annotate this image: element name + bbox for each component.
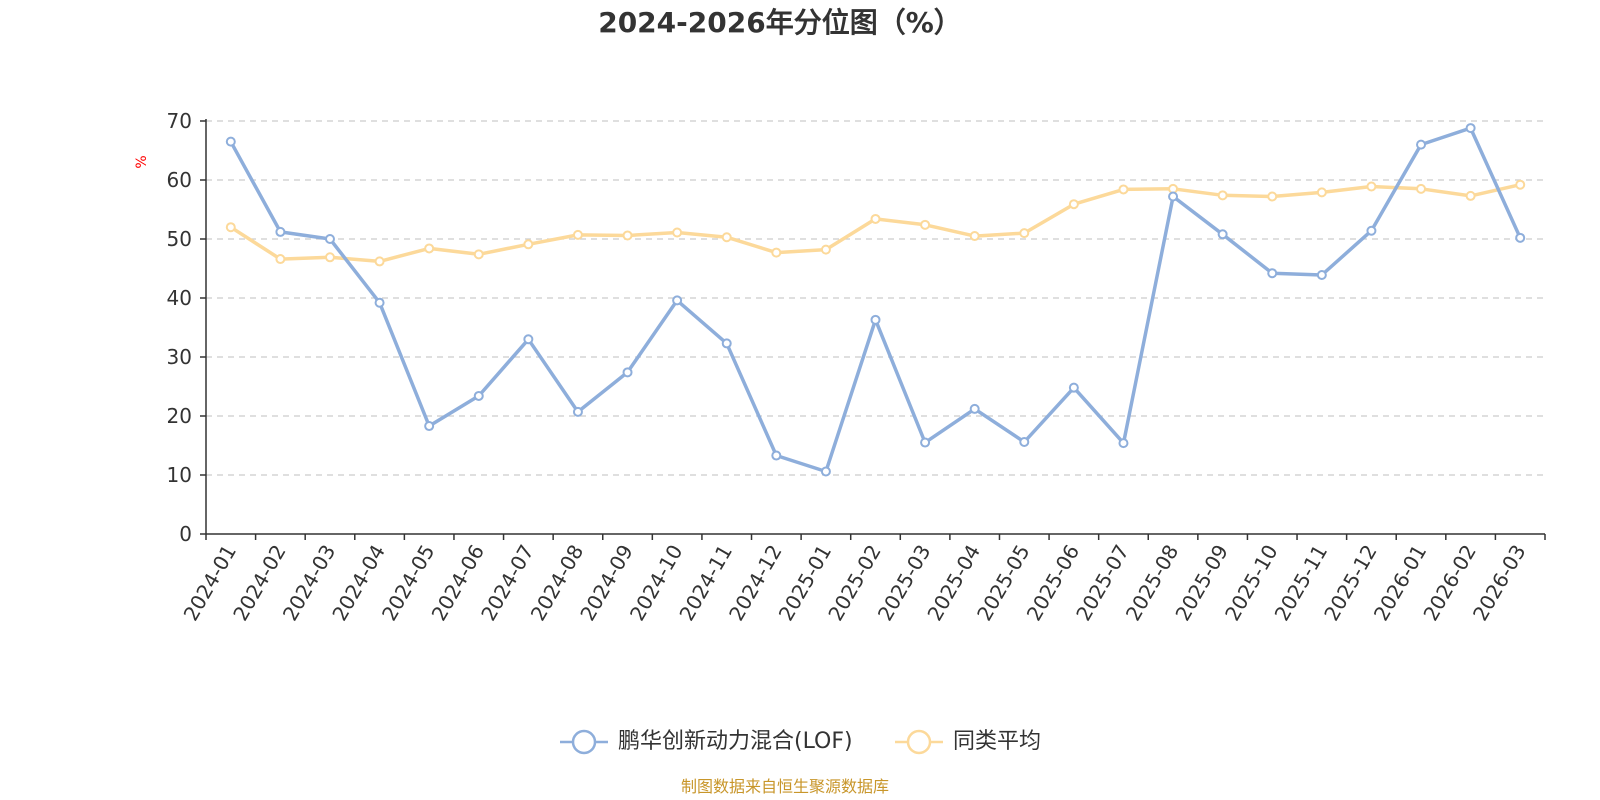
data-point[interactable]: [820, 244, 831, 255]
series-line: [229, 126, 1522, 474]
legend-label: 同类平均: [953, 729, 1041, 754]
y-tick-label: 50: [167, 227, 192, 251]
data-point[interactable]: [523, 334, 534, 345]
series-0: [225, 123, 1526, 477]
data-point[interactable]: [1118, 184, 1129, 195]
data-point[interactable]: [523, 239, 534, 250]
data-point[interactable]: [622, 367, 633, 378]
data-point[interactable]: [1366, 181, 1377, 192]
data-point[interactable]: [1515, 179, 1526, 190]
data-point[interactable]: [920, 437, 931, 448]
legend[interactable]: 鹏华创新动力混合(LOF) 同类平均: [560, 729, 1041, 755]
series-1: [225, 179, 1526, 267]
legend-item-1[interactable]: 同类平均: [895, 729, 1041, 755]
data-point[interactable]: [1316, 187, 1327, 198]
axes: 0102030405060702024-012024-022024-032024…: [167, 109, 1546, 625]
data-point[interactable]: [225, 222, 236, 233]
y-tick-label: 0: [179, 522, 192, 546]
y-tick-label: 10: [167, 463, 192, 487]
data-point[interactable]: [1118, 438, 1129, 449]
legend-marker: [571, 729, 597, 755]
data-point[interactable]: [473, 390, 484, 401]
data-point[interactable]: [1267, 191, 1278, 202]
data-point[interactable]: [275, 226, 286, 237]
chart-title: 2024-2026年分位图（%）: [598, 6, 962, 39]
data-point[interactable]: [920, 219, 931, 230]
y-tick-label: 30: [167, 345, 192, 369]
data-point[interactable]: [721, 232, 732, 243]
data-point[interactable]: [870, 213, 881, 224]
legend-item-0[interactable]: 鹏华创新动力混合(LOF): [560, 729, 853, 755]
data-point[interactable]: [771, 450, 782, 461]
data-point[interactable]: [1267, 268, 1278, 279]
grid-lines: [206, 120, 1545, 476]
data-point[interactable]: [1019, 228, 1030, 239]
data-point[interactable]: [1465, 190, 1476, 201]
data-point[interactable]: [1465, 123, 1476, 134]
data-point[interactable]: [374, 297, 385, 308]
data-point[interactable]: [473, 249, 484, 260]
data-point[interactable]: [572, 406, 583, 417]
y-tick-label: 60: [167, 168, 192, 192]
data-point[interactable]: [1515, 232, 1526, 243]
data-point[interactable]: [324, 234, 335, 244]
data-point[interactable]: [225, 136, 236, 147]
data-point[interactable]: [275, 254, 286, 265]
data-point[interactable]: [1217, 229, 1228, 240]
data-point[interactable]: [771, 247, 782, 258]
data-point[interactable]: [424, 421, 435, 432]
data-point[interactable]: [1019, 436, 1030, 447]
data-point[interactable]: [374, 256, 385, 267]
data-point[interactable]: [572, 229, 583, 240]
y-tick-label: 20: [167, 404, 192, 428]
legend-marker: [906, 729, 932, 755]
data-point[interactable]: [672, 295, 683, 306]
data-point[interactable]: [424, 243, 435, 254]
data-point[interactable]: [1168, 191, 1179, 202]
y-axis-label: %: [134, 155, 150, 168]
data-point[interactable]: [969, 403, 980, 414]
y-tick-label: 70: [167, 109, 192, 133]
y-tick-label: 40: [167, 286, 192, 310]
data-point[interactable]: [870, 314, 881, 325]
series-layer: [225, 123, 1526, 477]
data-point[interactable]: [672, 227, 683, 238]
data-point[interactable]: [1217, 190, 1228, 201]
legend-label: 鹏华创新动力混合(LOF): [618, 729, 853, 754]
source-note: 制图数据来自恒生聚源数据库: [681, 777, 889, 796]
data-point[interactable]: [622, 230, 633, 241]
data-point[interactable]: [1416, 183, 1427, 194]
data-point[interactable]: [820, 466, 831, 477]
data-point[interactable]: [1366, 225, 1377, 236]
data-point[interactable]: [1068, 199, 1079, 210]
data-point[interactable]: [324, 252, 335, 263]
data-point[interactable]: [969, 231, 980, 242]
data-point[interactable]: [1068, 382, 1079, 393]
data-point[interactable]: [721, 338, 732, 349]
data-point[interactable]: [1316, 269, 1327, 280]
data-point[interactable]: [1416, 139, 1427, 150]
